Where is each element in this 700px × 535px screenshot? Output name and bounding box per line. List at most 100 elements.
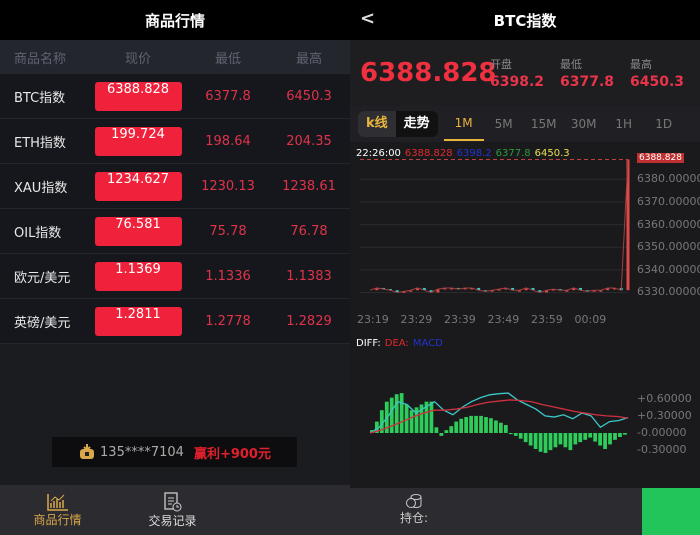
macd-bar [429,401,434,433]
macd-bar [389,397,394,433]
tab-kline[interactable]: k线 [358,111,396,137]
row-name: ETH指数 [14,135,66,151]
price-cell: 76.581 [88,216,188,246]
row-low: 1230.13 [201,178,255,194]
macd-bar [618,433,622,437]
macd-bar [444,430,449,433]
table-header: 商品名称 现价 最低 最高 [0,40,350,74]
row-name: BTC指数 [14,90,66,106]
macd-bar [424,401,429,433]
macd-bar [439,433,444,436]
row-low: 6377.8 [205,88,251,104]
macd-bar [399,393,404,433]
row-low: 198.64 [205,133,251,149]
macd-bar [523,433,528,443]
y-tick-label: 6370.00000 [637,194,700,208]
candle [470,287,474,290]
action-button[interactable] [642,488,700,535]
nav-market-label: 商品行情 [33,512,82,527]
macd-tick-label: +0.60000 [637,391,692,405]
stat-value: 6450.3 [630,74,685,90]
row-high: 1.2829 [286,313,332,329]
table-row[interactable]: XAU指数 1234.627 1230.13 1238.61 [0,164,350,209]
info-high: 6450.3 [534,148,570,159]
stat-value: 6398.2 [490,74,545,90]
nav-position[interactable]: 持仓: [400,493,428,526]
tf-15m[interactable]: 15M [530,117,557,131]
table-row[interactable]: BTC指数 6388.828 6377.8 6450.3 [0,74,350,119]
macd-bar [568,433,573,451]
macd-bar [469,415,473,433]
nav-market[interactable]: 商品行情 [0,485,115,535]
col-low: 最低 [214,51,241,67]
price-pill: 1.2811 [94,306,182,336]
macd-bar [459,418,464,433]
macd-bar [543,433,548,453]
table-row[interactable]: ETH指数 199.724 198.64 204.35 [0,119,350,164]
candle [497,289,501,291]
stat-label: 最低 [560,58,582,71]
price-cell: 1.1369 [88,261,188,291]
detail-bottom-bar: 持仓: [350,488,700,535]
back-button[interactable]: < [360,8,376,29]
macd-legend: DIFF: DEA: MACD [356,338,443,349]
candle [599,290,603,292]
candle [463,287,467,290]
macd-bar [394,394,399,433]
table-row[interactable]: OIL指数 76.581 75.78 76.78 [0,209,350,254]
tf-30m[interactable]: 30M [570,117,597,131]
page-title: 商品行情 [0,0,350,40]
legend-macd: MACD [412,338,443,349]
tf-1h[interactable]: 1H [615,117,632,131]
macd-bar [613,433,617,440]
macd-bar [454,421,459,433]
stat-value: 6377.8 [560,74,615,90]
row-high: 1238.61 [282,178,336,194]
y-tick-label: 6330.00000 [637,285,700,299]
price-pill: 199.724 [94,126,182,156]
price-pill: 76.581 [94,216,182,246]
tf-1d[interactable]: 1D [655,117,673,131]
candle [504,287,508,290]
coins-icon [406,494,422,509]
row-name: XAU指数 [14,180,68,196]
candle [545,290,549,293]
bottom-nav: 商品行情 交易记录 [0,485,350,535]
chart-tabs: k线 走势 1M 5M 15M 30M 1H 1D [350,106,700,142]
candle [524,287,528,291]
macd-bar [518,433,523,439]
chart-icon [46,493,68,511]
x-tick-label: 23:49 [487,313,520,326]
nav-trade-records[interactable]: 交易记录 [115,485,230,535]
stat-label: 最高 [630,58,652,71]
macd-bar [528,433,533,446]
macd-bar [434,427,439,433]
price-pill: 1.1369 [94,261,182,291]
price-pill: 6388.828 [94,81,182,111]
price-line [369,159,629,294]
macd-bar [608,433,612,445]
macd-bar [593,433,598,442]
table-row[interactable]: 英磅/美元 1.2811 1.2778 1.2829 [0,299,350,344]
tf-1m[interactable]: 1M [443,107,484,141]
table-row[interactable]: 欧元/美元 1.1369 1.1336 1.1383 [0,254,350,299]
row-low: 75.78 [209,223,247,239]
y-tick-label: 6380.00000 [637,172,700,186]
macd-bar [494,420,498,433]
candle [531,287,535,291]
tab-trend[interactable]: 走势 [403,116,430,131]
dea-line [369,399,629,434]
candle [429,290,433,293]
macd-bar [588,433,593,438]
candle [416,287,420,291]
candle [449,287,453,290]
detail-header: < BTC指数 [350,0,700,40]
legend-diff: DIFF: [356,338,381,349]
nav-position-label: 持仓: [400,511,429,525]
row-high: 204.35 [286,133,332,149]
macd-bar [499,422,503,433]
tf-5m[interactable]: 5M [494,117,513,131]
info-close: 6388.828 [404,148,453,159]
row-low: 1.2778 [205,313,251,329]
